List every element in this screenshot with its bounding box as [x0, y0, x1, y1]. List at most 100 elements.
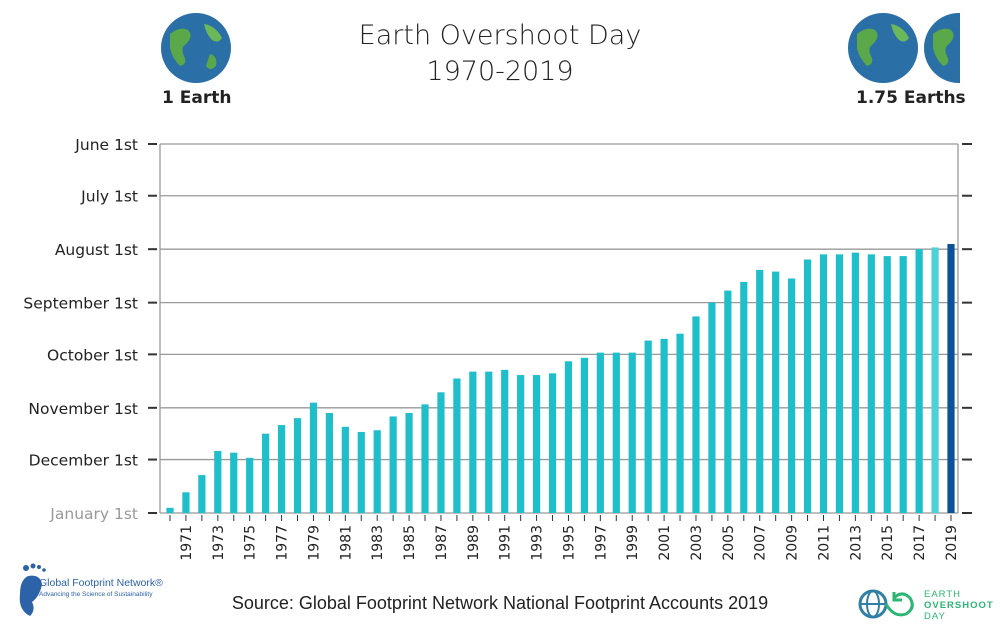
chart-subtitle: 1970-2019: [426, 56, 574, 87]
bar-1990: [485, 371, 493, 513]
bar-1999: [628, 352, 636, 513]
bar-1978: [293, 418, 302, 513]
gfn-logo-name: Global Footprint Network®: [39, 577, 163, 589]
bar-1988: [453, 378, 461, 513]
x-tick-label: 1995: [561, 525, 577, 561]
x-tick-label: 1977: [275, 525, 291, 561]
bar-2013: [851, 252, 859, 513]
earth-globe-icon: [161, 13, 231, 83]
bar-2005: [724, 290, 732, 513]
bar-1989: [469, 371, 477, 513]
bar-2019: [947, 244, 955, 513]
x-tick-label: 1987: [434, 525, 450, 561]
x-tick-label: 1981: [338, 525, 354, 561]
one-earth-label: 1 Earth: [162, 88, 232, 108]
x-tick-label: 1975: [243, 525, 259, 561]
y-tick-label: October 1st: [47, 346, 138, 364]
bar-2012: [835, 254, 844, 513]
bar-2018: [931, 247, 939, 513]
bar-2002: [676, 333, 684, 513]
x-tick-label: 1971: [179, 525, 195, 561]
y-tick-label: June 1st: [74, 136, 138, 154]
gfn-logo: Global Footprint Network® Advancing the …: [14, 562, 194, 617]
bar-1987: [437, 392, 445, 513]
globe-infinity-icon: [858, 589, 914, 619]
y-tick-label: September 1st: [23, 295, 138, 313]
bar-2011: [819, 254, 828, 513]
bar-2010: [803, 259, 812, 513]
x-tick-label: 2005: [721, 525, 737, 561]
source-note: Source: Global Footprint Network Nationa…: [231, 593, 769, 613]
two-earths-icon: [848, 12, 1000, 84]
bar-1985: [405, 412, 413, 513]
bar-1986: [421, 404, 429, 513]
bar-2016: [899, 256, 907, 513]
y-tick-label: January 1st: [49, 505, 138, 523]
bar-1998: [612, 352, 620, 513]
bar-1984: [389, 416, 397, 513]
bar-1982: [357, 431, 365, 513]
y-tick-label: August 1st: [55, 241, 138, 259]
bar-1994: [548, 373, 557, 513]
x-tick-label: 1973: [211, 525, 227, 561]
bar-1972: [198, 475, 206, 513]
x-tick-label: 1999: [625, 525, 641, 561]
x-tick-label: 2009: [785, 525, 801, 561]
bar-1996: [580, 357, 589, 513]
x-tick-label: 2015: [880, 525, 896, 561]
x-tick-label: 2001: [657, 525, 673, 561]
bar-2003: [692, 316, 700, 513]
bar-1973: [214, 450, 222, 513]
bar-1980: [325, 412, 333, 513]
bar-2006: [740, 281, 748, 513]
y-tick-label: July 1st: [80, 188, 138, 206]
x-tick-label: 2007: [753, 525, 769, 561]
gfn-logo-tagline: Advancing the Science of Sustainability: [39, 591, 153, 598]
chart-title: Earth Overshoot Day: [358, 20, 642, 51]
earth-overshoot-day-logo: EARTH OVERSHOOT DAY: [857, 587, 1000, 627]
bar-2004: [708, 302, 716, 513]
x-tick-label: 1983: [370, 525, 386, 561]
eod-logo-line: EARTH: [924, 589, 962, 600]
bar-2000: [644, 340, 652, 513]
bar-2008: [772, 271, 780, 513]
bar-1975: [246, 457, 254, 513]
bar-2007: [756, 269, 764, 513]
eod-logo-line: OVERSHOOT: [924, 600, 994, 611]
bar-chart: June 1st July 1st August 1st September 1st O…: [23, 136, 972, 561]
eod-logo-line: DAY: [924, 611, 946, 622]
bar-1983: [373, 430, 381, 513]
x-tick-label: 1997: [593, 525, 609, 561]
footprint-icon: [19, 563, 46, 616]
bar-2001: [660, 338, 668, 513]
bar-2014: [867, 254, 875, 513]
bar-1991: [501, 369, 509, 513]
x-tick-label: 1985: [402, 525, 418, 561]
bar-1971: [182, 492, 190, 513]
bar-1970: [166, 507, 174, 513]
bar-1979: [309, 402, 318, 513]
y-tick-label: December 1st: [29, 452, 138, 470]
bar-2015: [883, 256, 891, 513]
x-tick-label: 2013: [848, 525, 864, 561]
x-tick-label: 1979: [306, 525, 322, 561]
bar-1976: [262, 433, 270, 513]
x-tick-label: 2003: [689, 525, 705, 561]
bar-2009: [788, 278, 796, 513]
one-point-seven-five-earths-label: 1.75 Earths: [856, 88, 966, 108]
bar-1995: [564, 361, 573, 513]
x-tick-label: 2017: [912, 525, 928, 561]
x-tick-label: 2019: [944, 525, 960, 561]
bar-1981: [341, 426, 349, 513]
bar-2017: [915, 249, 923, 513]
y-tick-label: November 1st: [28, 400, 138, 418]
bar-1977: [277, 425, 286, 513]
bar-1997: [596, 352, 604, 513]
x-tick-label: 1991: [498, 525, 514, 561]
bar-1992: [517, 375, 525, 513]
x-tick-label: 2011: [816, 525, 832, 561]
bar-1974: [230, 452, 238, 513]
x-tick-label: 1993: [530, 525, 546, 561]
bar-1993: [532, 375, 541, 513]
